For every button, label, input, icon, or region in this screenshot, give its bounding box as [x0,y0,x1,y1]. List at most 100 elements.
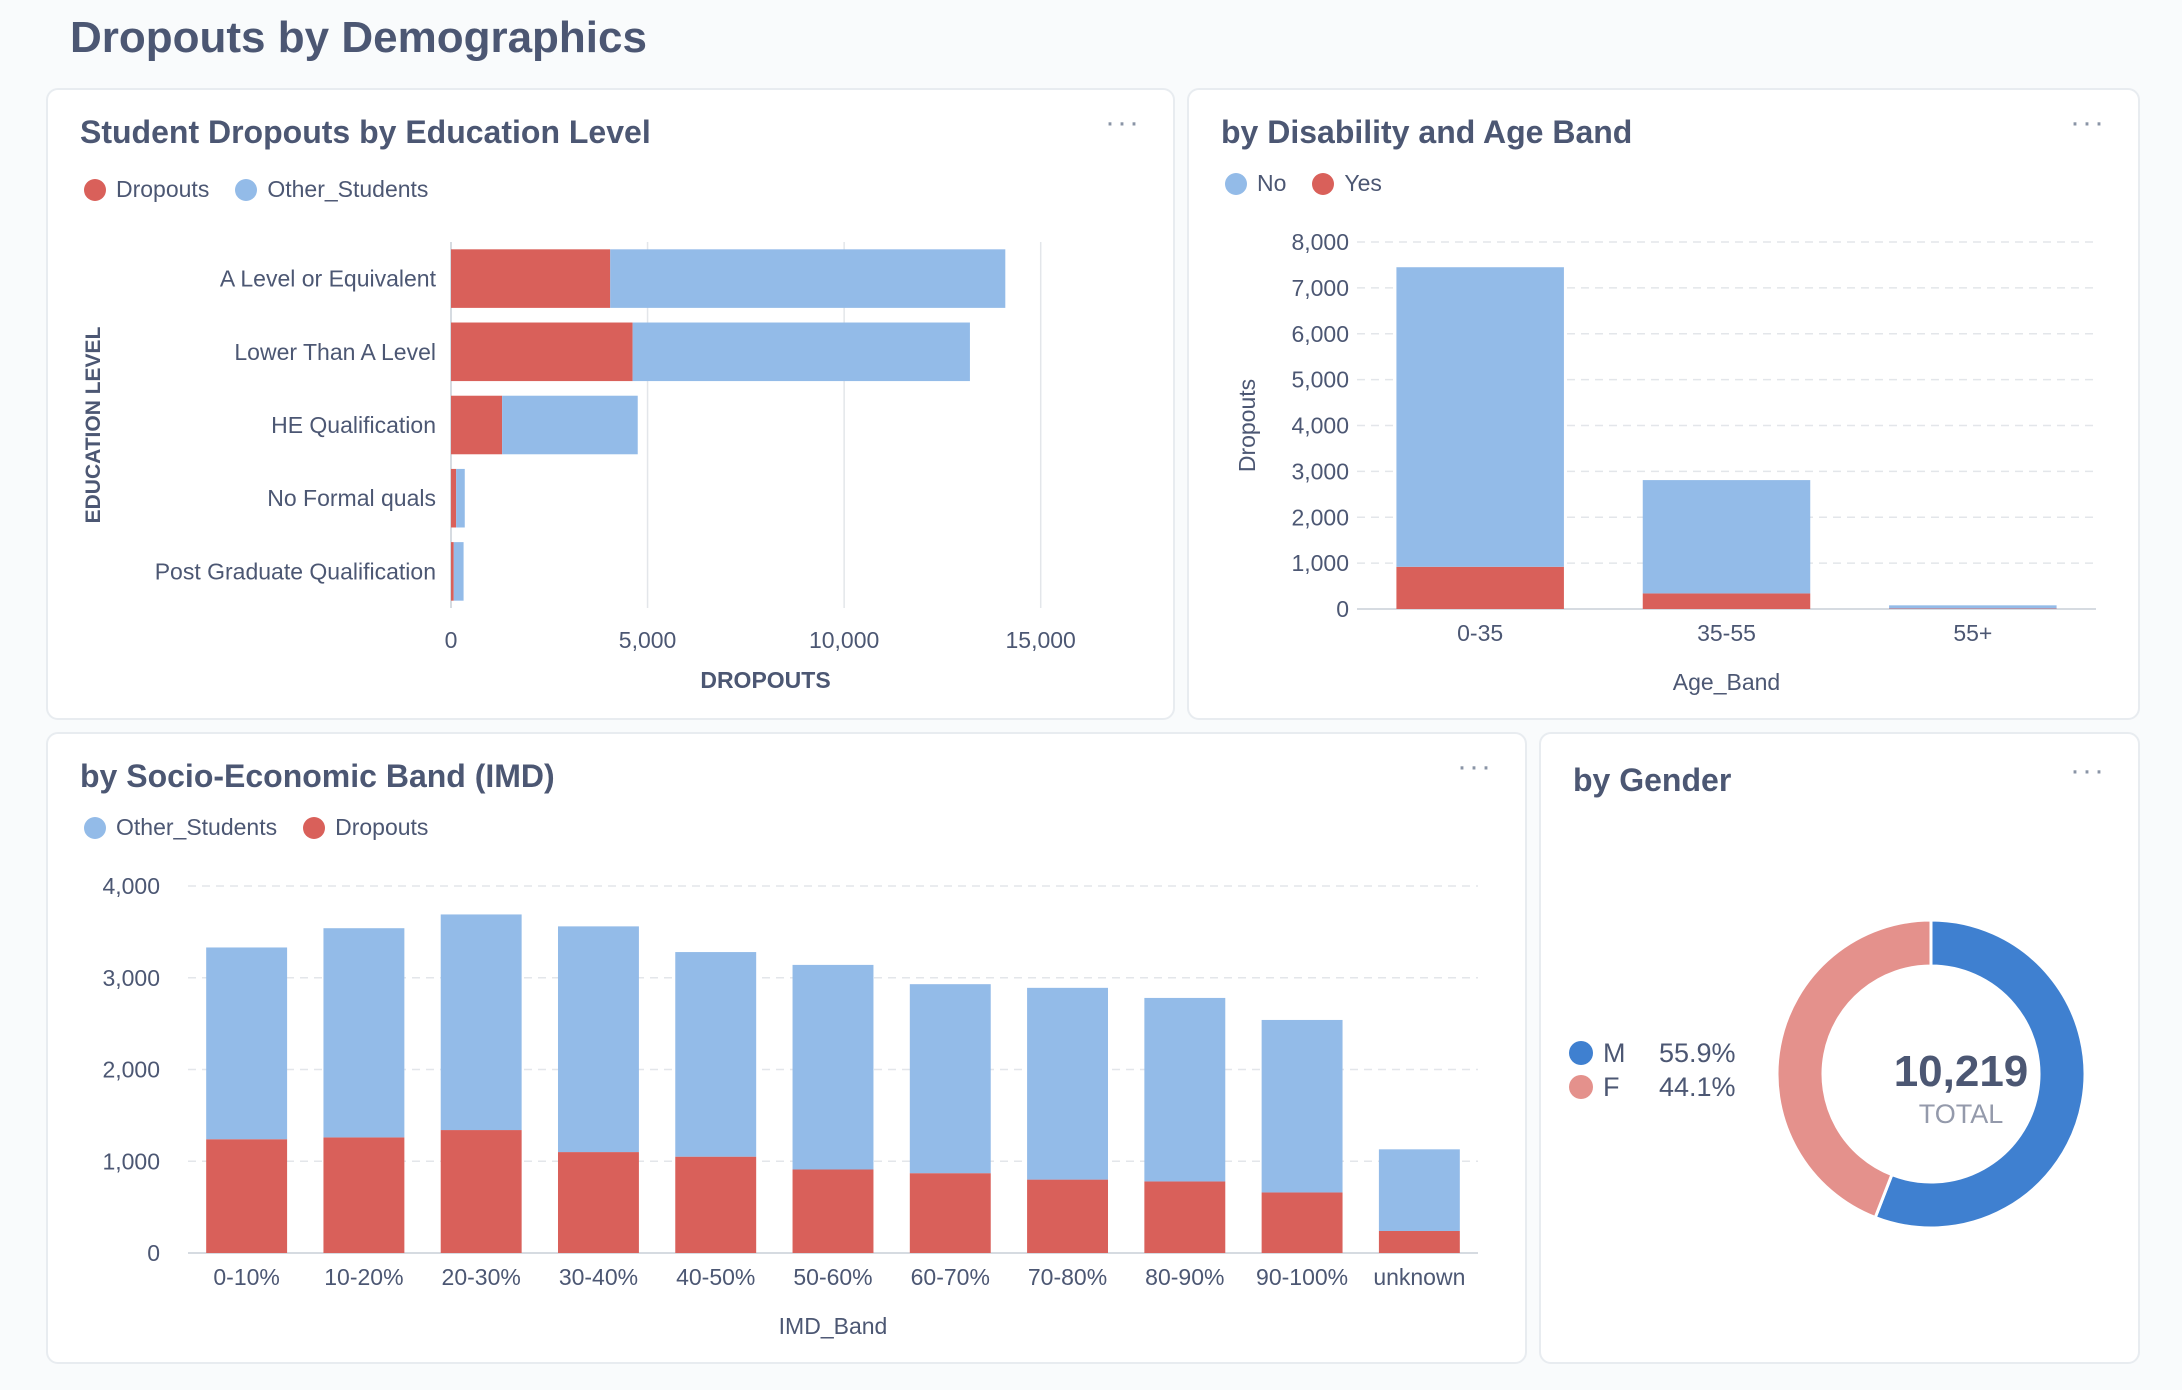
y-tick-label: HE Qualification [271,412,436,438]
y-tick-label: 7,000 [1291,275,1349,301]
y-axis-label: Dropouts [1234,379,1260,472]
bar-segment[interactable] [632,322,970,382]
bar-segment[interactable] [610,249,1006,308]
x-tick-label: 0-35 [1457,620,1503,646]
legend-label: No [1257,170,1287,196]
bar-segment[interactable] [1027,1179,1109,1253]
bar-segment[interactable] [451,395,503,455]
bar-segment[interactable] [1642,593,1811,609]
x-tick-label: 0 [445,627,458,653]
more-options-icon[interactable]: ··· [2070,754,2106,787]
bar-segment[interactable] [909,984,991,1174]
y-tick-label: 3,000 [102,965,160,991]
x-tick-label: 10-20% [324,1264,403,1290]
x-tick-label: unknown [1373,1264,1465,1290]
gender-donut-chart [1775,918,2087,1230]
y-tick-label: Lower Than A Level [234,339,436,365]
legend-key: F [1603,1071,1620,1102]
gender-card: by Gender ··· M 55.9% F 44.1% 10,219 TOT… [1539,732,2140,1364]
education-bar-chart: 0 5,000 10,000 15,000 A Level or Equivalent L… [82,242,1076,693]
total-value: 10,219 [1893,1047,2029,1096]
y-tick-label: 2,000 [1291,504,1349,530]
legend-dot [1569,1075,1593,1099]
legend-item-other-students[interactable]: Other_Students [84,814,277,841]
x-axis-label: Age_Band [1673,669,1780,695]
bar-segment[interactable] [1027,987,1109,1180]
x-axis-label: DROPOUTS [700,667,830,693]
legend-item-dropouts[interactable]: Dropouts [303,814,428,841]
x-tick-label: 55+ [1953,620,1992,646]
y-tick-label: 4,000 [102,873,160,899]
legend-dot [1569,1041,1593,1065]
donut-slice-f[interactable] [1775,918,1933,1220]
bar-segment[interactable] [1261,1019,1343,1193]
legend-item-male[interactable]: M 55.9% [1569,1036,1749,1070]
bar-segment[interactable] [451,249,611,308]
bar-segment[interactable] [451,468,457,528]
bar-segment[interactable] [456,468,465,528]
legend-item-female[interactable]: F 44.1% [1569,1070,1749,1104]
imd-card: by Socio-Economic Band (IMD) ··· Other_S… [46,732,1527,1364]
bar-segment[interactable] [323,1137,405,1253]
legend-item-other-students[interactable]: Other_Students [235,176,428,203]
bar-segment[interactable] [909,1173,991,1253]
bar-segment[interactable] [1642,480,1811,594]
donut-slice-m[interactable] [1873,918,2087,1230]
bar-segment[interactable] [1378,1230,1460,1253]
bar-segment[interactable] [557,1152,639,1253]
legend-item-yes[interactable]: Yes [1312,170,1382,197]
bar-segment[interactable] [1396,267,1564,567]
bar-segment[interactable] [792,1169,874,1253]
bar-segment[interactable] [1144,1181,1226,1253]
bar-segment[interactable] [1378,1149,1460,1231]
legend-percent: 55.9% [1659,1037,1736,1068]
legend-item-no[interactable]: No [1225,170,1286,197]
imd-bar-chart: 0 1,000 2,000 3,000 4,000 0-10% 10-20% 20-30% 30… [102,873,1478,1339]
chart-legend: Dropouts Other_Students [84,176,428,203]
legend-dot [235,178,258,201]
card-title: by Gender [1573,762,1732,798]
x-tick-label: 35-55 [1697,620,1756,646]
legend-percent: 44.1% [1659,1071,1736,1102]
more-options-icon[interactable]: ··· [2070,106,2106,139]
bar-segment[interactable] [1261,1192,1343,1253]
bar-segment[interactable] [206,947,288,1140]
bar-segment[interactable] [792,964,874,1170]
y-tick-label: 4,000 [1291,413,1349,439]
x-axis-label: IMD_Band [779,1313,888,1339]
more-options-icon[interactable]: ··· [1457,750,1493,783]
bar-segment[interactable] [675,952,757,1157]
legend-item-dropouts[interactable]: Dropouts [84,176,209,203]
legend-label: Dropouts [116,176,210,202]
x-tick-label: 5,000 [619,627,677,653]
bar-segment[interactable] [451,542,454,601]
education-card: Student Dropouts by Education Level ··· … [46,88,1175,720]
bar-segment[interactable] [1144,997,1226,1182]
bar-segment[interactable] [206,1139,288,1253]
x-tick-label: 90-100% [1256,1264,1348,1290]
bar-segment[interactable] [557,926,639,1153]
bar-segment[interactable] [675,1156,757,1253]
bar-segment[interactable] [1889,605,2057,609]
bar-segment[interactable] [453,542,464,601]
y-tick-label: 8,000 [1291,229,1349,255]
more-options-icon[interactable]: ··· [1105,106,1141,139]
y-tick-label: 0 [1336,596,1349,622]
legend-dot [84,816,106,839]
chart-legend: No Yes [1225,170,1382,197]
y-tick-label: A Level or Equivalent [220,266,437,292]
bar-segment[interactable] [451,322,633,382]
bar-segment[interactable] [440,914,522,1131]
card-title: by Disability and Age Band [1221,114,1633,150]
bar-segment[interactable] [1396,566,1564,609]
legend-dot [303,816,326,839]
bar-segment[interactable] [323,928,405,1138]
legend-label: Dropouts [335,814,429,840]
disability-card: by Disability and Age Band ··· No Yes 0 1… [1187,88,2140,720]
y-tick-label: 6,000 [1291,321,1349,347]
legend-key: M [1603,1037,1626,1068]
bar-segment[interactable] [502,395,638,455]
total-label: TOTAL [1918,1099,2004,1129]
bar-segment[interactable] [440,1130,522,1253]
legend-dot [1312,172,1335,195]
